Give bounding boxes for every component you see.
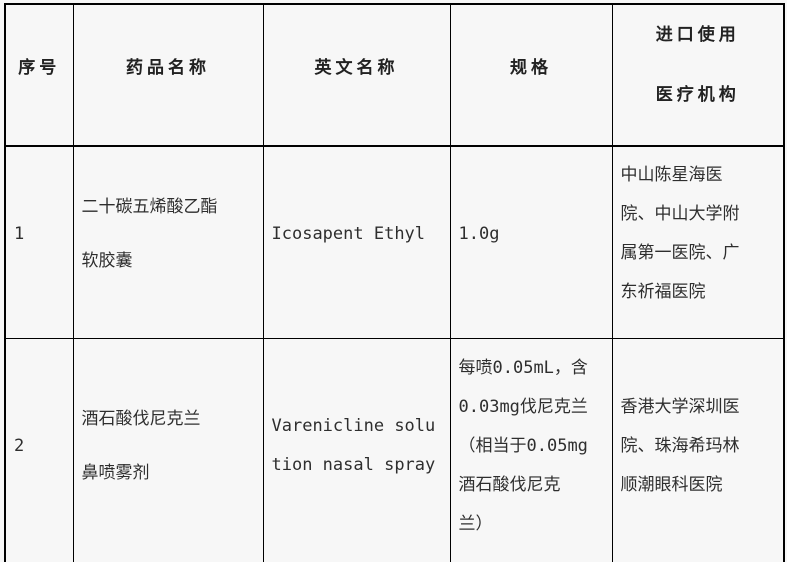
col-header-english-name: 英文名称 [262,3,451,147]
cell-institutions: 中山陈星海医 院、中山大学附 属第一医院、广 东祈福医院 [611,145,785,339]
table-row: 2 酒石酸伐尼克兰 鼻喷雾剂 Varenicline solu tion nas… [4,337,785,562]
col-header-serial-number: 序号 [4,3,74,147]
cell-specification: 1.0g [449,145,613,339]
col-header-drug-name: 药品名称 [72,3,264,147]
cell-serial-number: 2 [4,337,74,562]
imported-drug-table: 序号 药品名称 英文名称 规格 进口使用 医疗机构 1 二十碳五烯酸乙酯 软胶囊… [4,3,785,562]
cell-specification: 每喷0.05mL，含 0.03mg伐尼克兰 （相当于0.05mg 酒石酸伐尼克 … [449,337,613,562]
table-header-row: 序号 药品名称 英文名称 规格 进口使用 医疗机构 [4,3,785,147]
col-header-specification: 规格 [449,3,613,147]
cell-drug-name: 酒石酸伐尼克兰 鼻喷雾剂 [72,337,264,562]
col-header-import-institutions: 进口使用 医疗机构 [611,3,785,147]
cell-english-name: Icosapent Ethyl [262,145,451,339]
cell-institutions: 香港大学深圳医 院、珠海希玛林 顺潮眼科医院 [611,337,785,562]
table-row: 1 二十碳五烯酸乙酯 软胶囊 Icosapent Ethyl 1.0g 中山陈星… [4,145,785,339]
cell-english-name: Varenicline solu tion nasal spray [262,337,451,562]
cell-serial-number: 1 [4,145,74,339]
cell-drug-name: 二十碳五烯酸乙酯 软胶囊 [72,145,264,339]
